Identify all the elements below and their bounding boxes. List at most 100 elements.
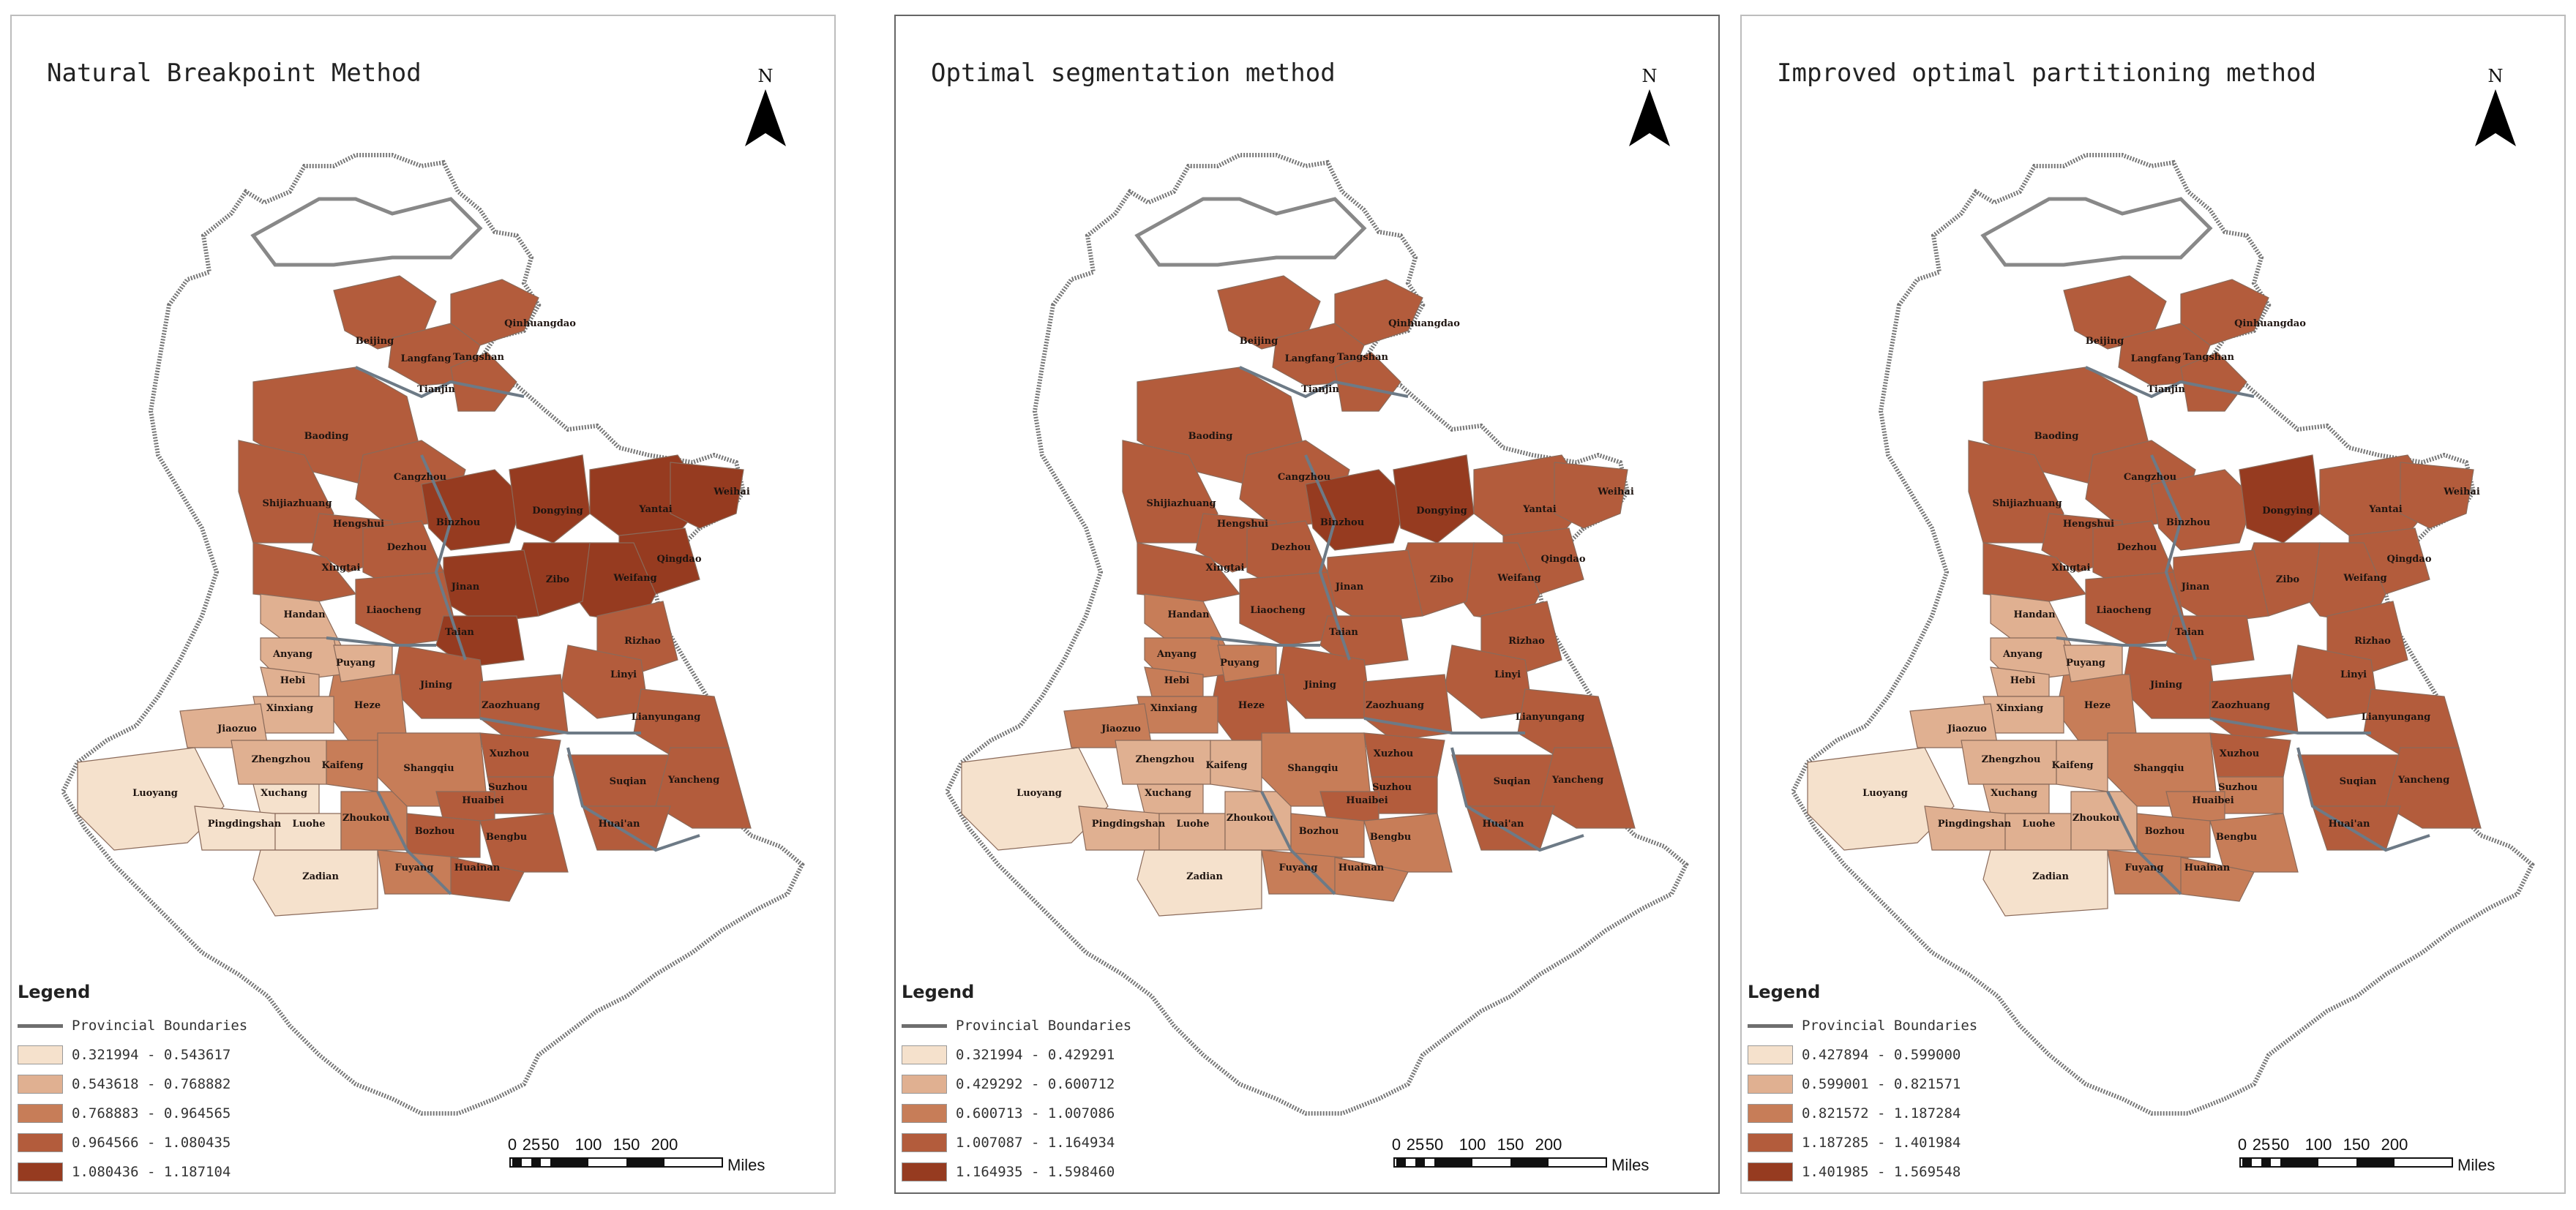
city-label-zhoukou: Zhoukou [342,813,389,824]
scale-bar-segment [1415,1157,1425,1168]
city-label-xinxiang: Xinxiang [1996,703,2043,714]
legend-swatch [1748,1045,1793,1064]
city-label-heze: Heze [354,700,381,711]
city-label-zaozhuang: Zaozhuang [1366,700,1424,711]
city-label-bengbu: Bengbu [486,832,527,843]
city-label-yancheng: Yancheng [667,775,719,786]
scale-bar-outline [1393,1157,1607,1168]
city-label-zibo: Zibo [546,574,570,585]
region-xinxiang [1982,696,2064,734]
city-label-qinhuangdao: Qinhuangdao [1388,318,1460,329]
scale-tick-label: 25 [522,1135,541,1154]
legend-class-3: 0.768883 - 0.964565 [18,1099,354,1128]
city-label-fuyang: Fuyang [2125,863,2164,873]
city-label-binzhou: Binzhou [2166,517,2210,528]
legend-swatch [902,1075,947,1094]
city-label-zibo: Zibo [2276,574,2300,585]
scale-bar-segment [550,1157,588,1168]
city-label-rizhao: Rizhao [1508,636,1545,647]
north-arrow: N [1628,66,1671,146]
city-label-tianjin: Tianjin [1301,384,1339,395]
city-label-baoding: Baoding [1188,431,1233,442]
city-label-hebi: Hebi [280,675,306,686]
city-label-qingdao: Qingdao [1541,554,1586,565]
legend-boundary-row: Provincial Boundaries [1748,1011,2084,1040]
scale-bar-segment [1396,1157,1406,1168]
region-huainan [2180,857,2255,902]
city-label-zibo: Zibo [1430,574,1454,585]
region-dongying [2239,454,2321,544]
scale-bar-segment [1510,1157,1549,1168]
legend-boundary-label: Provincial Boundaries [1802,1018,1978,1034]
city-label-jiaozuo: Jiaozuo [1947,724,1987,734]
region-xingtai [1137,542,1241,602]
legend-title: Legend [1748,982,1821,1002]
region-xinxiang [252,696,334,734]
scale-bar-segment [2242,1157,2252,1168]
scale-tick-label: 25 [2252,1135,2271,1154]
provincial-boundary-line [355,366,525,399]
region-zadian [1982,849,2108,917]
scale-tick-label: 0 [2237,1135,2247,1154]
provincial-boundary-line [1363,717,1525,734]
legend-class-label: 1.187285 - 1.401984 [1802,1135,1961,1151]
region-puyang [2063,645,2123,683]
legend-class-5: 1.164935 - 1.598460 [902,1157,1238,1187]
city-label-kaifeng: Kaifeng [2051,760,2093,771]
scale-tick-label: 100 [1459,1135,1486,1154]
city-label-suzhou: Suzhou [1372,782,1412,793]
city-label-suqian: Suqian [2340,776,2377,787]
city-label-dongying: Dongying [1416,506,1467,516]
north-label: N [2487,66,2504,86]
region-luoyang [961,747,1109,851]
provincial-boundary-line [1239,366,1409,399]
legend-class-3: 0.821572 - 1.187284 [1748,1099,2084,1128]
city-label-luoyang: Luoyang [132,788,178,799]
city-label-lianyungang: Lianyungang [2362,712,2430,723]
region-bozhou [1290,813,1365,858]
city-label-rizhao: Rizhao [2354,636,2391,647]
city-label-jining: Jining [419,680,452,691]
legend-class-label: 0.427894 - 0.599000 [1802,1047,1961,1063]
city-label-jinan: Jinan [1335,582,1364,593]
provincial-boundary-line [1260,791,1336,895]
provincial-boundary-line [2296,747,2430,852]
city-label-beijing: Beijing [1240,336,1278,347]
north-arrow-icon [745,89,786,146]
scale-tick-label: 200 [2381,1135,2408,1154]
city-label-yantai: Yantai [2368,504,2403,515]
scale-bar-outline [2239,1157,2453,1168]
region-weihai [1554,462,1628,529]
city-label-xingtai: Xingtai [2052,563,2091,574]
legend-class-3: 0.600713 - 1.007086 [902,1099,1238,1128]
scale-bar: 0 25 50 100 150 200 Miles [2237,1135,2517,1187]
scale-tick-label: 0 [507,1135,517,1154]
city-label-luoyang: Luoyang [1016,788,1062,799]
city-label-pingdingshan: Pingdingshan [208,819,282,830]
region-liaocheng [1239,571,1343,646]
city-label-huaian: Huai'an [2329,819,2370,830]
choropleth-map: Beijing Qinhuangdao Langfang Tangshan Tianji… [1790,153,2535,1116]
city-label-linyi: Linyi [2340,669,2367,680]
legend-boundary-label: Provincial Boundaries [72,1018,248,1034]
city-label-kaifeng: Kaifeng [321,760,363,771]
choropleth-map: Beijing Qinhuangdao Langfang Tangshan Tianji… [944,153,1689,1116]
scale-tick-label: 0 [1391,1135,1401,1154]
city-label-huainan: Huainan [454,863,501,873]
legend-swatch [902,1162,947,1181]
city-label-qinhuangdao: Qinhuangdao [2234,318,2306,329]
panel-title: Improved optimal partitioning method [1777,59,2316,88]
city-label-fuyang: Fuyang [1279,863,1318,873]
legend-boundary-row: Provincial Boundaries [18,1011,354,1040]
scale-tick-label: 150 [1497,1135,1524,1154]
boundary-line-icon [902,1023,947,1028]
panel-title: Natural Breakpoint Method [47,59,422,88]
northern-boundary [250,197,483,267]
city-label-jining: Jining [2149,680,2182,691]
city-label-weihai: Weihai [1597,486,1634,497]
city-label-fuyang: Fuyang [395,863,434,873]
city-label-dezhou: Dezhou [387,542,427,553]
legend-class-2: 0.429292 - 0.600712 [902,1070,1238,1099]
scale-tick-label: 100 [2304,1135,2332,1154]
city-label-zaozhuang: Zaozhuang [2212,700,2270,711]
